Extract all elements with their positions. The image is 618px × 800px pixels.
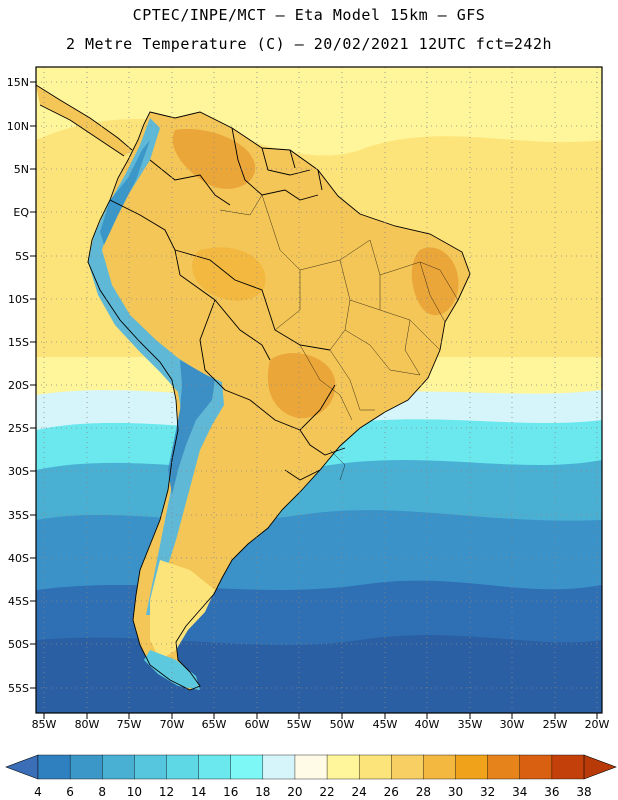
colorbar-cell — [102, 754, 135, 780]
tierra-del-fuego — [144, 650, 200, 690]
latitude-labels: 15N 10N 5N EQ 5S 10S 15S 20S 25S 30S 35S… — [7, 76, 30, 695]
colorbar-tick-label: 26 — [384, 785, 399, 799]
lon-label: 75W — [117, 718, 142, 731]
colorbar-tick-label: 24 — [352, 785, 367, 799]
andes-coldest — [168, 360, 215, 495]
lon-label: 40W — [415, 718, 440, 731]
colorbar-min-arrow — [5, 754, 39, 780]
colorbar-tick-label: 34 — [512, 785, 527, 799]
lat-label: 40S — [8, 552, 29, 565]
colorbar-tick-label: 36 — [544, 785, 559, 799]
lat-label: 15S — [8, 336, 29, 349]
colorbar-cell — [262, 754, 296, 780]
lat-label: 45S — [8, 595, 29, 608]
colorbar-tick-label: 14 — [191, 785, 206, 799]
title-line-2: 2 Metre Temperature (C) – 20/02/2021 12U… — [65, 35, 553, 53]
colorbar-tick-label: 8 — [98, 785, 106, 799]
lon-label: 20W — [585, 718, 610, 731]
lon-label: 65W — [202, 718, 227, 731]
lon-label: 35W — [458, 718, 483, 731]
lat-label: 20S — [8, 379, 29, 392]
lon-label: 55W — [287, 718, 312, 731]
colorbar-tick-label: 16 — [223, 785, 238, 799]
colorbar-max-arrow — [583, 754, 617, 780]
colorbar-cell — [37, 754, 71, 780]
ocean-band-deepest — [36, 635, 602, 713]
colorbar-cell — [166, 754, 200, 780]
lon-label: 70W — [160, 718, 185, 731]
andes-north-cold — [100, 140, 150, 245]
colorbar-cell — [423, 754, 457, 780]
lat-label: 5N — [14, 163, 29, 176]
colorbar-cell — [391, 754, 424, 780]
colorbar-cell — [326, 754, 360, 780]
country-borders — [36, 84, 471, 691]
andes-cold-strip — [88, 118, 224, 615]
lat-label: 30S — [8, 465, 29, 478]
caribbean-warm — [36, 67, 602, 156]
lon-label: 80W — [75, 718, 100, 731]
lat-label: 5S — [15, 250, 29, 263]
hot-spot-pantanal — [267, 352, 336, 419]
longitude-labels: 85W 80W 75W 70W 65W 60W 55W 50W 45W 40W … — [32, 718, 610, 731]
colorbar-cell — [519, 754, 553, 780]
lat-label: 35S — [8, 509, 29, 522]
colorbar-tick-label: 10 — [127, 785, 142, 799]
colorbar-cell — [455, 754, 489, 780]
tick-marks — [30, 81, 598, 719]
colorbar-tick-label: 32 — [480, 785, 495, 799]
colorbar-tick-label: 20 — [287, 785, 302, 799]
lat-label: 10N — [7, 120, 29, 133]
colorbar-cell — [230, 754, 264, 780]
lat-label: 55S — [8, 682, 29, 695]
state-borders — [219, 194, 459, 481]
map-frame — [35, 66, 603, 714]
lon-label: 85W — [32, 718, 57, 731]
map-field — [36, 67, 602, 713]
colorbar-tick-label: 38 — [576, 785, 591, 799]
colorbar-tick-label: 22 — [319, 785, 334, 799]
lat-label: EQ — [13, 206, 29, 219]
colorbar-cell — [487, 754, 521, 780]
colorbar-tick-label: 12 — [159, 785, 174, 799]
lat-label: 25S — [8, 422, 29, 435]
lon-label: 25W — [543, 718, 568, 731]
lon-label: 30W — [500, 718, 525, 731]
central-america-land — [36, 85, 132, 156]
title-line-1: CPTEC/INPE/MCT – Eta Model 15km – GFS — [132, 6, 486, 24]
colorbar-tick-label: 30 — [448, 785, 463, 799]
colorbar-tick-label: 4 — [34, 785, 42, 799]
lon-label: 50W — [330, 718, 355, 731]
patagonia-cool — [150, 560, 215, 660]
lon-label: 45W — [373, 718, 398, 731]
lon-label: 60W — [245, 718, 270, 731]
colorbar-cell — [551, 754, 585, 780]
colorbar: 4 6 8 10 12 14 16 18 20 22 24 26 28 30 32 34 36 38 — [5, 754, 617, 799]
lat-label: 50S — [8, 638, 29, 651]
colorbar-cell — [198, 754, 232, 780]
colorbar-tick-label: 18 — [255, 785, 270, 799]
lat-label: 10S — [8, 293, 29, 306]
lat-label: 15N — [7, 76, 29, 89]
colorbar-cell — [69, 754, 103, 780]
colorbar-cell — [358, 754, 392, 780]
colorbar-tick-label: 6 — [66, 785, 74, 799]
colorbar-cell — [294, 754, 328, 780]
hot-spot-northeast — [411, 247, 459, 316]
colorbar-cell — [134, 754, 167, 780]
colorbar-tick-label: 28 — [416, 785, 431, 799]
